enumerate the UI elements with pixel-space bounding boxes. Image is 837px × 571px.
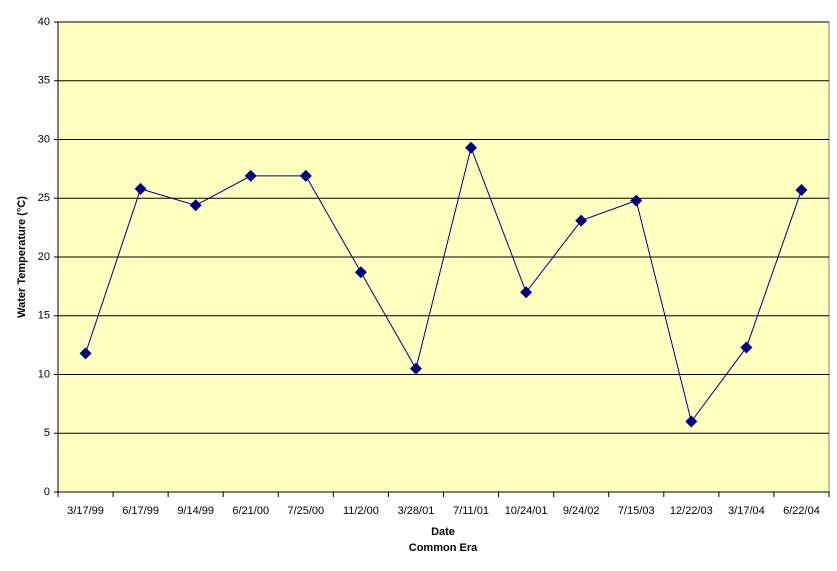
data-point (354, 266, 367, 279)
x-tick-label: 7/11/01 (453, 505, 489, 517)
x-tick-label: 6/22/04 (783, 505, 820, 517)
y-tick-label: 0 (44, 486, 50, 498)
data-point (189, 199, 202, 212)
y-tick-label: 40 (38, 16, 50, 28)
data-point (465, 141, 478, 154)
x-tick-label: 10/24/01 (505, 505, 548, 517)
data-point (409, 362, 422, 375)
y-tick-label: 30 (38, 133, 50, 145)
data-point (630, 194, 643, 207)
x-axis-subtitle: Common Era (409, 542, 478, 554)
x-tick-label: 11/2/00 (343, 505, 379, 517)
x-tick-label: 12/22/03 (670, 505, 713, 517)
data-point (740, 341, 753, 354)
x-tick-label: 3/17/99 (67, 505, 104, 517)
data-point (134, 182, 147, 195)
data-point (79, 347, 92, 360)
data-point (795, 184, 808, 197)
x-tick-label: 6/17/99 (122, 505, 159, 517)
y-tick-label: 35 (38, 75, 50, 87)
y-tick-label: 20 (38, 251, 50, 263)
data-point (244, 169, 257, 182)
data-point (299, 169, 312, 182)
y-axis-title: Water Temperature (°C) (16, 196, 28, 318)
y-tick-label: 5 (44, 427, 50, 439)
x-axis-title: Date (431, 526, 455, 538)
data-point (520, 286, 533, 299)
x-tick-label: 6/21/00 (232, 505, 269, 517)
y-tick-label: 10 (38, 368, 50, 380)
x-tick-label: 7/25/00 (287, 505, 324, 517)
data-point (685, 415, 698, 428)
series-line (85, 146, 802, 423)
y-tick-label: 15 (38, 310, 50, 322)
x-tick-label: 7/15/03 (618, 505, 655, 517)
x-tick-label: 3/17/04 (728, 505, 765, 517)
data-point (575, 214, 588, 227)
x-tick-label: 9/24/02 (563, 505, 600, 517)
x-tick-label: 9/14/99 (177, 505, 214, 517)
x-tick-label: 3/28/01 (398, 505, 435, 517)
y-tick-label: 25 (38, 192, 50, 204)
